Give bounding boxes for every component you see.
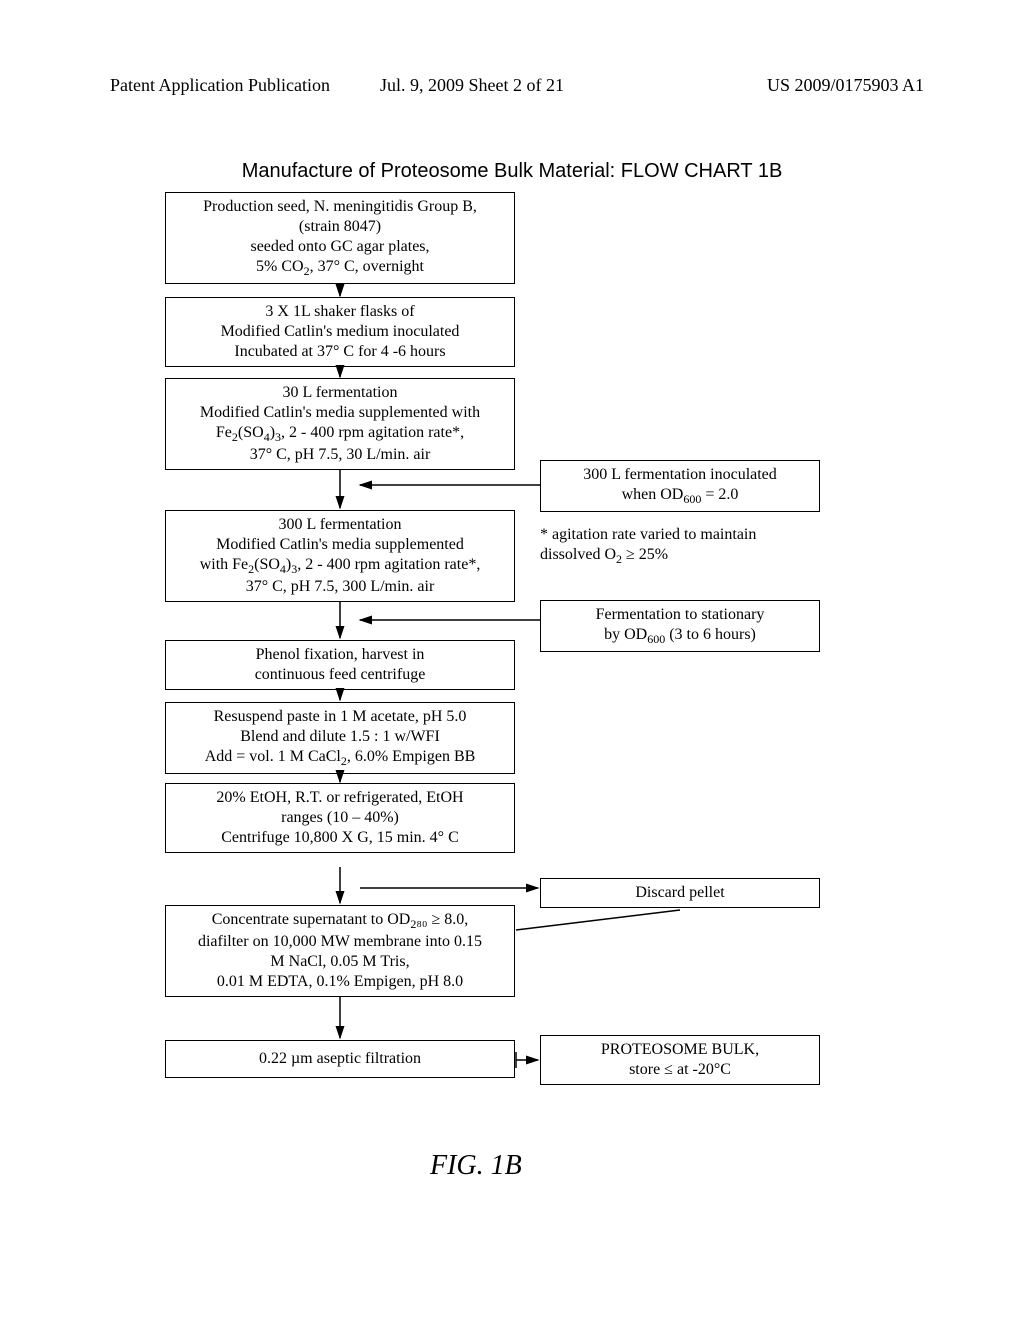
header-left: Patent Application Publication bbox=[110, 75, 330, 96]
note-agitation: * agitation rate varied to maintaindisso… bbox=[540, 525, 830, 567]
header-right: US 2009/0175903 A1 bbox=[767, 75, 924, 96]
box-seed: Production seed, N. meningitidis Group B… bbox=[165, 192, 515, 284]
box-inoculated: 300 L fermentation inoculatedwhen OD600 … bbox=[540, 460, 820, 512]
header-mid: Jul. 9, 2009 Sheet 2 of 21 bbox=[380, 75, 564, 96]
box-discard: Discard pellet bbox=[540, 878, 820, 908]
box-etoh: 20% EtOH, R.T. or refrigerated, EtOHrang… bbox=[165, 783, 515, 853]
box-concentrate: Concentrate supernatant to OD2₈₀ ≥ 8.0,d… bbox=[165, 905, 515, 997]
figure-label: FIG. 1B bbox=[430, 1150, 522, 1182]
box-shaker: 3 X 1L shaker flasks ofModified Catlin's… bbox=[165, 297, 515, 367]
flowchart-title: Manufacture of Proteosome Bulk Material:… bbox=[0, 160, 1024, 183]
box-phenol: Phenol fixation, harvest incontinuous fe… bbox=[165, 640, 515, 690]
box-stationary: Fermentation to stationaryby OD600 (3 to… bbox=[540, 600, 820, 652]
box-filtration: 0.22 µm aseptic filtration bbox=[165, 1040, 515, 1078]
box-300L: 300 L fermentationModified Catlin's medi… bbox=[165, 510, 515, 602]
box-resuspend: Resuspend paste in 1 M acetate, pH 5.0Bl… bbox=[165, 702, 515, 774]
box-30L: 30 L fermentationModified Catlin's media… bbox=[165, 378, 515, 470]
page: Patent Application Publication Jul. 9, 2… bbox=[0, 0, 1024, 1320]
box-bulk: PROTEOSOME BULK,store ≤ at -20°C bbox=[540, 1035, 820, 1085]
